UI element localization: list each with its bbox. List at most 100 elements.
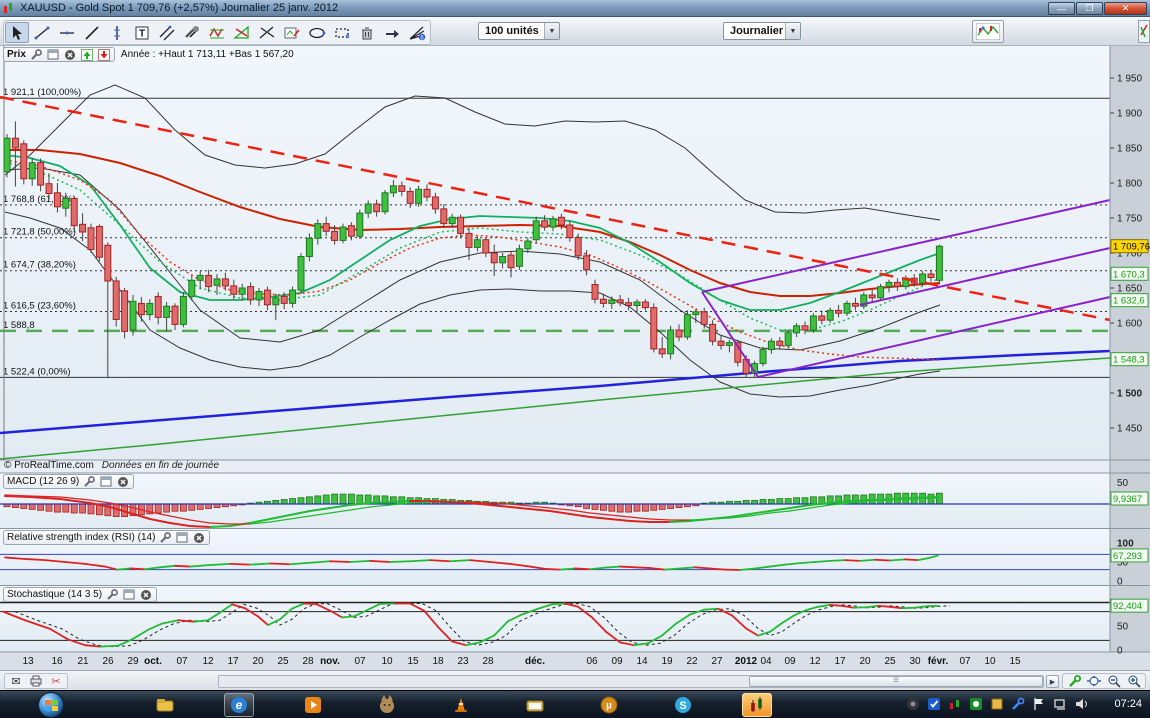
candle-body	[406, 190, 414, 204]
rsi-line	[174, 564, 191, 568]
delete-tool[interactable]	[355, 22, 379, 43]
time-axis-label: 07	[959, 656, 971, 667]
candle-body	[146, 302, 154, 316]
taskbar-explorer-folder[interactable]	[150, 693, 180, 717]
chevron-down-icon[interactable]: ▼	[544, 23, 559, 39]
webcam-tray-icon[interactable]	[906, 697, 920, 711]
ma-green-solid	[4, 154, 941, 311]
rectangle-tool[interactable]	[330, 22, 354, 43]
window-icon[interactable]	[175, 532, 189, 544]
zigzag-pattern-tool[interactable]	[205, 22, 229, 43]
taskbar-skype[interactable]: S	[668, 693, 698, 717]
units-dropdown[interactable]: 100 unités ▼	[478, 22, 560, 40]
apply-forward-tool[interactable]	[380, 22, 404, 43]
phone-tray-icon[interactable]	[969, 697, 983, 711]
horizontal-scrollbar[interactable]	[218, 675, 1044, 688]
taskbar-documents-folder[interactable]	[520, 693, 550, 717]
rsi-line	[589, 566, 606, 571]
candle-body	[440, 208, 448, 225]
taskbar-prorealtime-app[interactable]	[742, 693, 772, 717]
macd-line	[349, 502, 371, 506]
taskbar-vlc[interactable]	[446, 693, 476, 717]
time-axis-strip[interactable]	[0, 652, 1150, 670]
crossed-lines-tool[interactable]	[255, 22, 279, 43]
fan-lines-tool[interactable]: 6	[405, 22, 429, 43]
notes-tray-icon[interactable]	[990, 697, 1004, 711]
rsi-line	[634, 566, 651, 569]
flag-tray-icon[interactable]	[1032, 697, 1046, 711]
antivirus-tray-icon[interactable]	[927, 697, 941, 711]
settings-wrench-icon[interactable]	[1065, 674, 1083, 688]
macd-line	[269, 514, 291, 520]
chevron-down-icon[interactable]: ▼	[785, 23, 800, 39]
oblique-line-tool[interactable]	[80, 22, 104, 43]
macd-histogram-bar	[784, 498, 792, 505]
close-button[interactable]: ✕	[1104, 2, 1147, 15]
zoom-fit-icon[interactable]	[1085, 674, 1103, 688]
ellipse-tool[interactable]	[305, 22, 329, 43]
close-icon[interactable]	[116, 476, 130, 488]
macd-line	[529, 508, 551, 512]
mail-icon[interactable]: ✉	[11, 675, 21, 688]
zoom-in-icon[interactable]	[1125, 674, 1143, 688]
charts-tray-icon[interactable]	[948, 697, 962, 711]
chart-style-button[interactable]	[972, 20, 1004, 43]
taskbar-utorrent-coin[interactable]: µ	[594, 693, 624, 717]
close-icon[interactable]	[63, 49, 77, 61]
rsi-line	[529, 565, 546, 570]
zoom-out-icon[interactable]	[1105, 674, 1123, 688]
macd-signal-line	[169, 515, 191, 521]
close-icon[interactable]	[139, 589, 153, 601]
triangle-pattern-tool[interactable]	[230, 22, 254, 43]
time-axis-label: déc.	[525, 656, 545, 667]
parallel-lines-tool[interactable]	[155, 22, 179, 43]
window-icon[interactable]	[46, 49, 60, 61]
taskbar-media-player[interactable]	[298, 693, 328, 717]
close-icon[interactable]	[192, 532, 206, 544]
vertical-line-tool[interactable]	[105, 22, 129, 43]
candle-body	[457, 216, 465, 234]
analysis-tools[interactable]	[180, 22, 204, 43]
macd-histogram-bar	[87, 503, 95, 515]
cut-icon[interactable]: ✂	[51, 675, 61, 688]
wrench-icon[interactable]	[82, 475, 96, 488]
arrow-up-icon[interactable]	[80, 48, 94, 61]
fib-level-label: 1 588,8	[3, 320, 35, 331]
minimize-button[interactable]: —	[1048, 2, 1075, 15]
network-tray-icon[interactable]	[1053, 697, 1067, 711]
candle-body	[709, 323, 717, 342]
taskbar-internet-explorer[interactable]: e	[224, 693, 254, 717]
candle-body	[532, 220, 540, 241]
scrollbar-thumb[interactable]	[749, 676, 1043, 687]
maximize-button[interactable]: ❐	[1076, 2, 1103, 15]
toolbar-overflow-button[interactable]	[1138, 20, 1150, 43]
timeframe-dropdown[interactable]: Journalier ▼	[723, 22, 801, 40]
arrow-down-icon[interactable]	[97, 48, 111, 61]
cursor-tool[interactable]	[5, 22, 29, 43]
volume-tray-icon[interactable]	[1074, 697, 1088, 711]
start-button[interactable]	[38, 692, 64, 718]
macd-histogram-bar	[591, 503, 599, 510]
macd-line	[669, 520, 691, 523]
annotate-chart-tool[interactable]	[280, 22, 304, 43]
price-chart-canvas[interactable]: 1 921,1 (100,00%) 1 768,8 (61,80%) 1 721,8…	[0, 46, 1150, 670]
horizontal-line-tool[interactable]	[55, 22, 79, 43]
rsi-line	[469, 559, 491, 563]
time-axis-label: 27	[711, 656, 723, 667]
scroll-right-button[interactable]: ▶	[1046, 675, 1059, 688]
wrench-icon[interactable]	[29, 48, 43, 61]
trendline-tool[interactable]	[30, 22, 54, 43]
taskbar-clock[interactable]: 07:24	[1114, 698, 1142, 710]
stochastic-pane-header: Stochastique (14 3 5)	[3, 587, 158, 602]
wrench-tray-icon[interactable]	[1011, 697, 1025, 711]
stoch-percent-k-line	[451, 640, 467, 647]
candle-body	[247, 286, 255, 301]
window-icon[interactable]	[122, 589, 136, 601]
candle-body	[87, 227, 95, 251]
print-icon[interactable]	[27, 674, 45, 688]
text-tool[interactable]: T	[130, 22, 154, 43]
wrench-icon[interactable]	[105, 588, 119, 601]
wrench-icon[interactable]	[158, 531, 172, 544]
window-icon[interactable]	[99, 476, 113, 488]
taskbar-emule[interactable]	[372, 693, 402, 717]
